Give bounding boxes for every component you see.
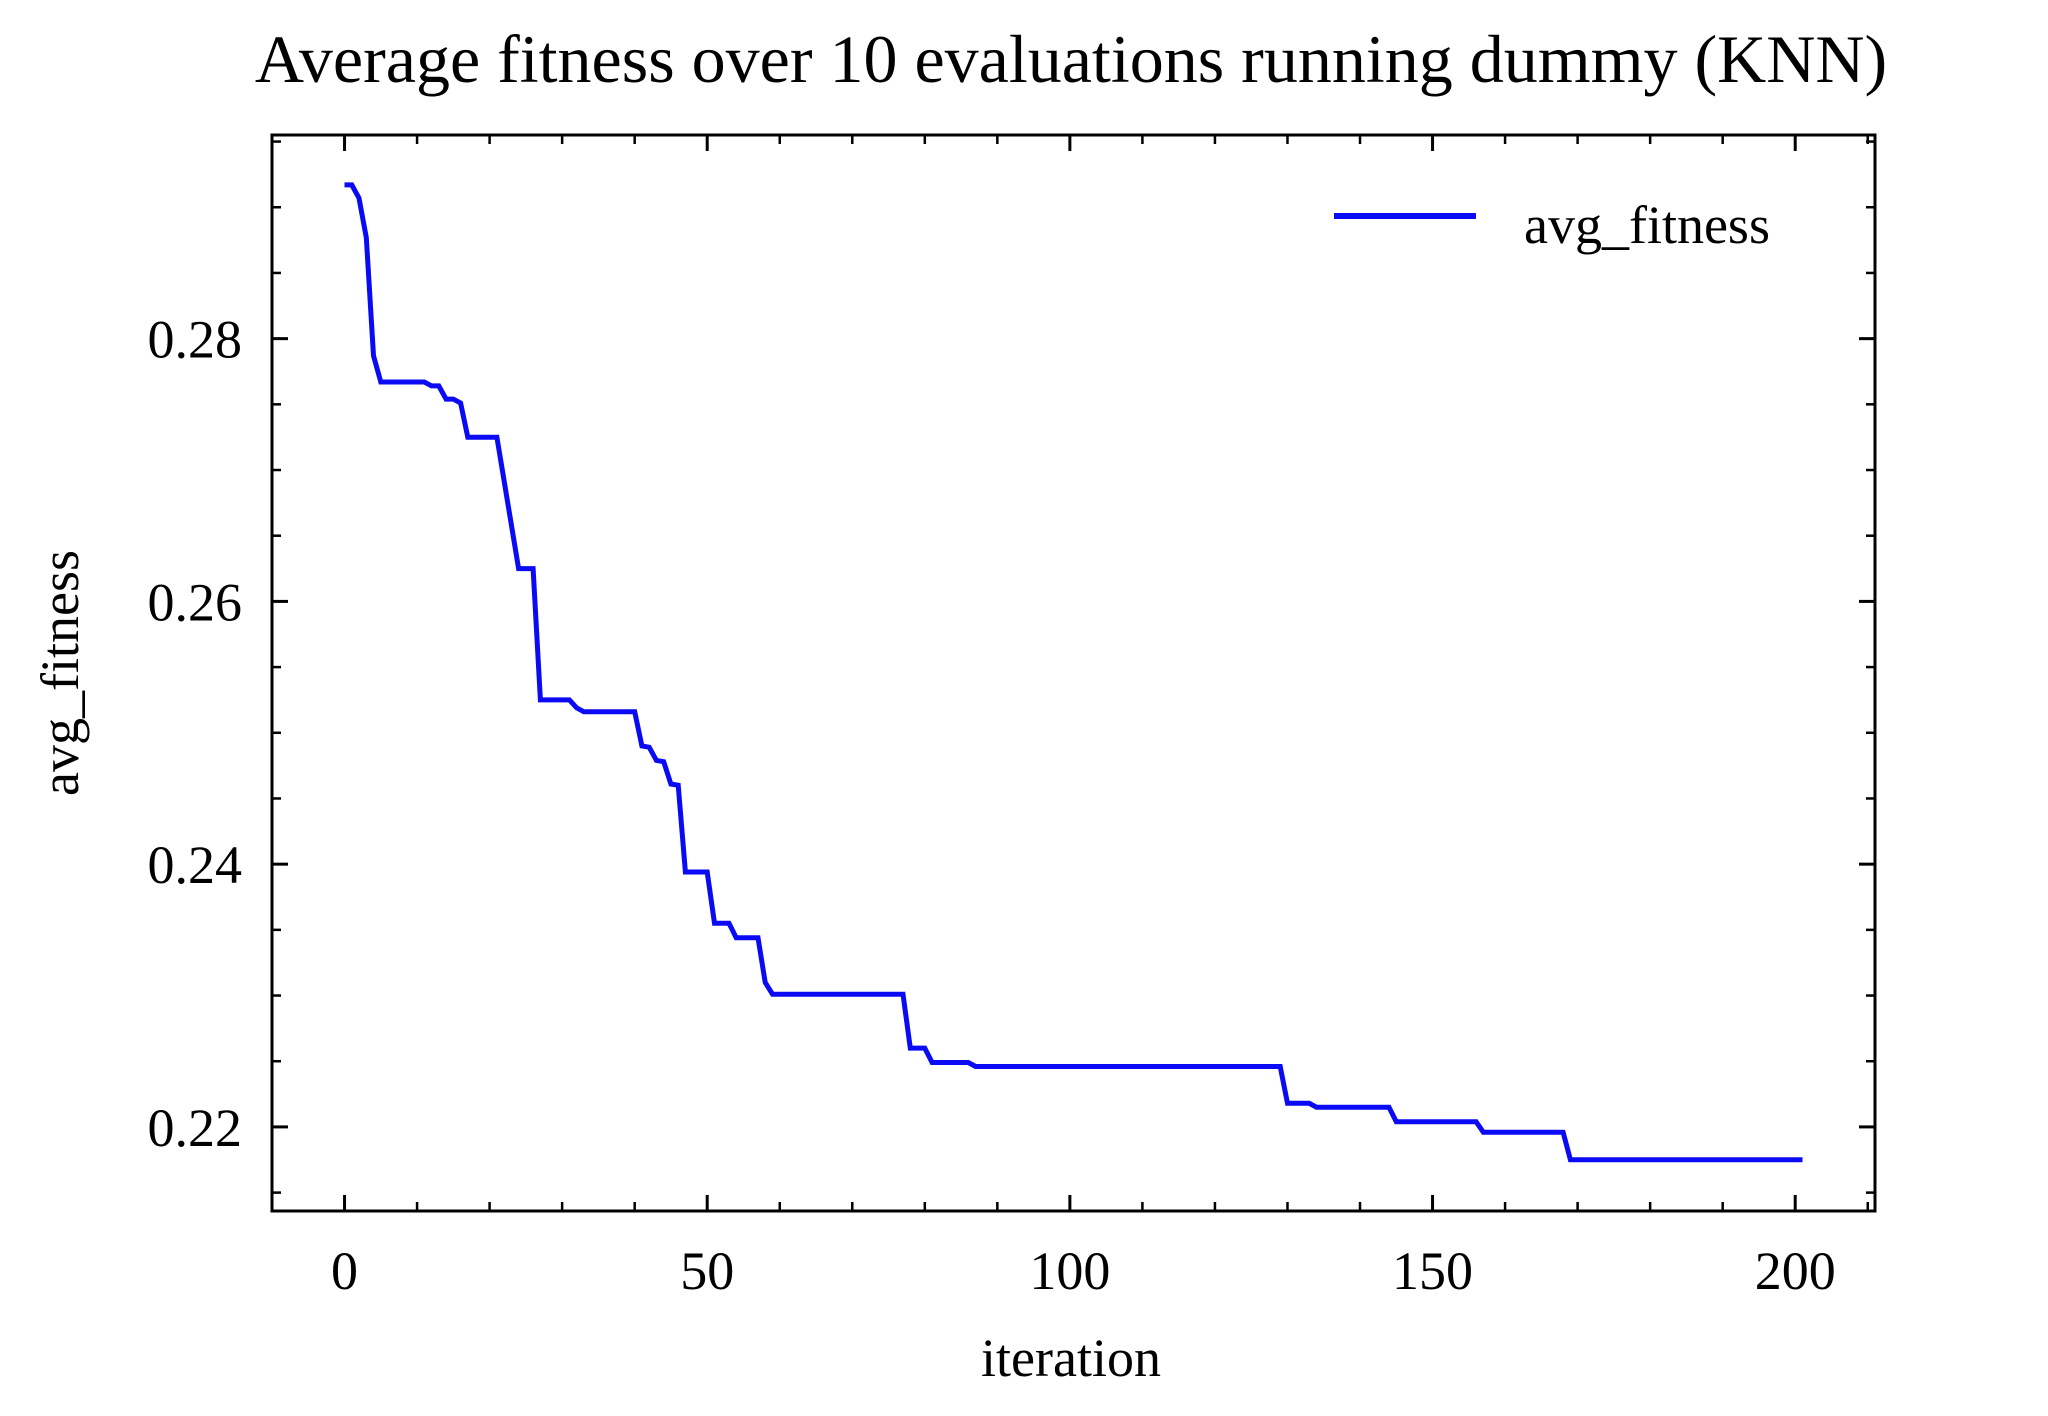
x-tick-label: 50 (680, 1241, 734, 1301)
minor-ticks (270, 135, 1875, 1211)
chart-title: Average fitness over 10 evaluations runn… (255, 21, 1887, 97)
series-line-avg-fitness (344, 182, 1803, 1163)
plot-area (270, 133, 1877, 1213)
y-tick-labels: 0.22 0.24 0.26 0.28 (148, 310, 243, 1158)
y-tick-label: 0.24 (148, 835, 243, 895)
x-tick-labels: 0 50 100 150 200 (331, 1241, 1836, 1301)
y-axis-label: avg_fitness (30, 550, 90, 796)
legend: avg_fitness (1334, 195, 1770, 255)
legend-label: avg_fitness (1524, 195, 1770, 255)
plot-frame (270, 133, 1877, 1213)
y-tick-label: 0.22 (148, 1098, 243, 1158)
x-tick-label: 0 (331, 1241, 358, 1301)
x-axis-label: iteration (981, 1328, 1161, 1388)
x-tick-label: 150 (1392, 1241, 1473, 1301)
y-tick-label: 0.28 (148, 310, 243, 370)
x-tick-label: 100 (1029, 1241, 1110, 1301)
major-ticks (272, 135, 1875, 1211)
x-tick-label: 200 (1755, 1241, 1836, 1301)
y-tick-label: 0.26 (148, 572, 243, 632)
series-layer (344, 182, 1803, 1163)
